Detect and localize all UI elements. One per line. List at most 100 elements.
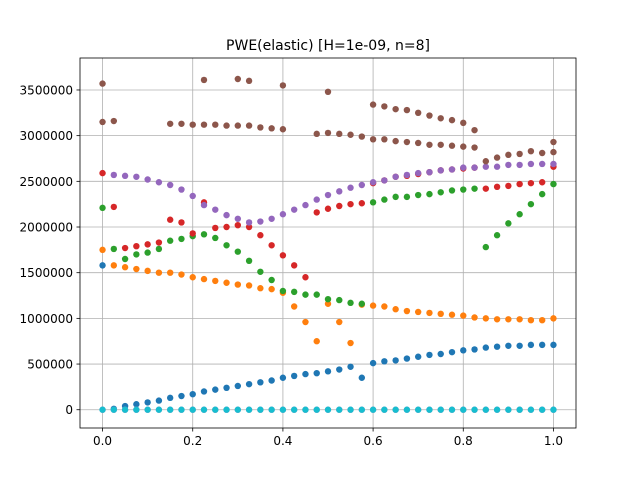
data-point [257,268,264,275]
data-point [200,275,208,283]
data-point [392,306,399,313]
data-point [550,315,557,322]
data-point [460,347,467,354]
data-point [336,296,343,304]
data-point [392,173,399,180]
data-point [200,388,208,395]
data-point [268,276,275,284]
data-point [234,122,242,129]
data-point [414,139,422,147]
data-point [369,101,377,108]
data-point [471,126,478,134]
data-point [121,244,129,252]
plot-area [80,58,576,428]
series-1 [99,246,557,347]
data-point [516,316,523,323]
data-point [527,406,535,413]
data-point [234,281,242,288]
data-point [369,179,377,186]
data-point [121,255,129,263]
data-point [324,368,332,375]
data-point [437,310,444,318]
data-point [426,406,433,413]
data-point [245,406,253,413]
data-point [178,186,185,193]
data-point [516,211,523,218]
data-point [426,141,433,148]
data-point [381,358,388,365]
data-point [381,196,388,203]
data-point [178,235,185,243]
data-point [189,230,196,237]
y-tick-label: 1500000 [20,266,73,280]
data-point [302,291,309,298]
data-point [448,311,456,318]
data-point [313,406,320,413]
data-point [212,277,219,285]
data-point [538,341,546,349]
data-point [527,160,535,168]
data-point [268,242,275,249]
data-point [99,204,106,212]
data-point [189,121,196,128]
data-point [437,115,444,122]
data-point [155,239,163,246]
data-point [279,211,287,218]
data-point [505,316,512,323]
data-point [166,216,174,223]
data-point [223,406,230,413]
data-point [369,136,377,143]
data-point [166,120,174,127]
data-point [302,201,309,209]
data-point [223,242,230,249]
data-point [200,76,208,84]
data-point [336,202,343,210]
data-point [505,406,512,413]
data-point [414,406,422,413]
data-point [155,406,163,413]
data-point [144,249,151,256]
data-point [448,348,456,356]
data-point [392,137,399,145]
data-point [482,243,490,251]
data-point [414,308,422,316]
data-point [437,189,444,196]
data-point [460,143,467,150]
data-point [245,380,253,388]
data-point [358,200,366,207]
data-point [200,201,208,209]
data-point [527,341,535,349]
data-point [538,190,546,198]
data-point [448,142,456,149]
data-point [516,180,523,188]
y-tick-label: 1000000 [20,312,73,326]
data-point [110,171,118,179]
data-point [347,406,354,413]
plot-frame [79,57,577,429]
y-tick-label: 2500000 [20,175,73,189]
data-point [99,262,106,269]
data-point [189,406,196,413]
data-point [550,148,557,156]
data-point [234,75,242,83]
data-point [550,406,557,413]
y-tick-label: 3000000 [20,129,73,143]
data-point [133,401,140,408]
data-point [290,206,298,213]
data-point [460,406,467,413]
data-point [189,274,196,281]
data-point [155,245,163,253]
data-point [336,318,343,326]
data-point [302,406,309,413]
data-point [347,184,354,191]
data-point [313,196,320,203]
data-point [279,287,287,295]
data-point [110,117,118,125]
data-point [212,206,219,213]
data-point [166,394,174,402]
data-point [493,183,501,191]
data-point [471,164,478,171]
data-point [212,234,219,242]
data-point [245,122,253,129]
data-point [166,406,174,413]
